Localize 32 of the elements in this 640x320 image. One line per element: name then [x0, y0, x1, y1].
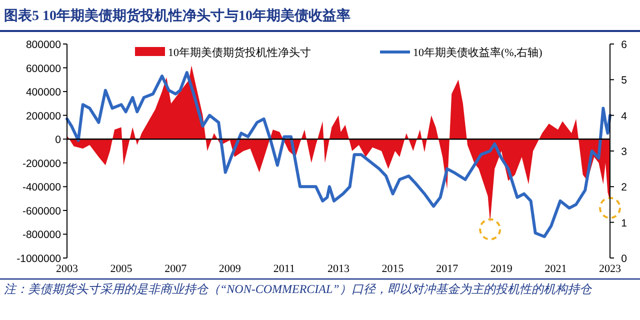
x-tick-label: 2023 — [599, 263, 622, 275]
x-tick-label: 2009 — [218, 263, 242, 275]
y2-tick-label: 1 — [621, 217, 628, 230]
y-tick-label: 800000 — [26, 39, 62, 51]
legend-label: 10年期美债期货投机性净头寸 — [168, 46, 311, 59]
y2-tick-label: 2 — [621, 182, 628, 194]
x-tick-label: 2011 — [273, 263, 295, 275]
y2-tick-label: 4 — [621, 110, 628, 122]
y-tick-label: -600000 — [22, 205, 62, 218]
y-tick-label: -800000 — [22, 229, 62, 242]
y-tick-label: -200000 — [22, 158, 62, 170]
x-tick-label: 2015 — [382, 263, 404, 275]
y2-tick-label: 5 — [621, 74, 628, 87]
y-tick-label: 0 — [55, 134, 62, 146]
text: 注：美债期货头寸采用的是非商业持仓（“NON-COMMERCIAL”）口径，即以对冲基金为主的投机性的机构持仓 — [4, 281, 593, 298]
y2-tick-label: 3 — [621, 146, 628, 158]
y-tick-label: -1000000 — [16, 253, 62, 265]
legend-label: 10年期美债收益率(%,右轴) — [413, 46, 543, 59]
x-tick-label: 2013 — [328, 263, 350, 275]
y2-tick-label: 6 — [621, 39, 628, 51]
x-tick-label: 2019 — [490, 263, 513, 275]
x-tick-label: 2021 — [544, 263, 567, 275]
chart-title: 图表5 10年期美债期货投机性净头寸与10年期美债收益率 — [4, 7, 350, 24]
y-tick-label: -400000 — [22, 182, 62, 194]
x-tick-label: 2007 — [164, 263, 188, 275]
x-tick-label: 2017 — [436, 263, 459, 275]
x-tick-label: 2005 — [110, 263, 133, 275]
y-tick-label: 400000 — [26, 86, 62, 99]
y-tick-label: 600000 — [26, 62, 62, 75]
y2-tick-label: 0 — [621, 253, 628, 265]
x-tick-label: 2003 — [56, 263, 78, 275]
y-tick-label: 200000 — [26, 110, 62, 122]
